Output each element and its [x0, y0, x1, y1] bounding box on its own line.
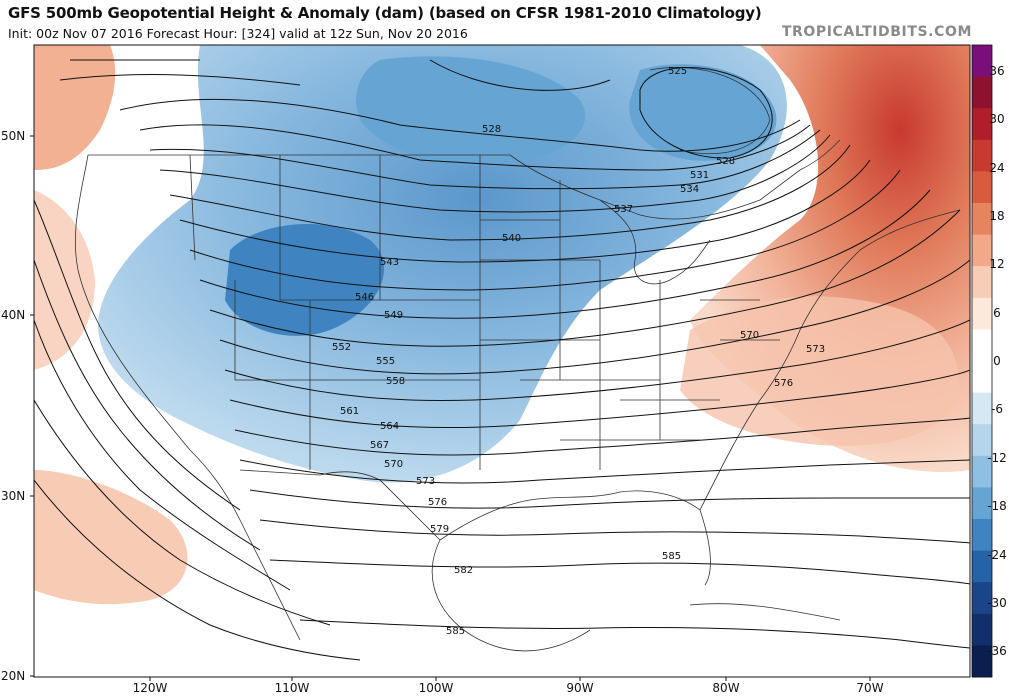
colorbar-segment: [972, 392, 992, 425]
us-canada-border: [88, 139, 841, 220]
cuba: [689, 603, 841, 621]
contour-label: 531: [690, 170, 709, 181]
colorbar-label: -30: [987, 596, 1007, 610]
colorbar-segment: [972, 645, 992, 678]
longitude-label: 70W: [856, 681, 883, 695]
colorbar-segment: [972, 582, 992, 615]
colorbar-segment: [972, 519, 992, 552]
negative-anomaly-core-hudson: [629, 64, 777, 161]
contour-label: 534: [680, 184, 699, 195]
latitude-label: 30N: [1, 489, 25, 503]
colorbar-segment: [972, 108, 992, 141]
colorbar-label: 18: [989, 209, 1004, 223]
colorbar-label: 12: [989, 257, 1004, 271]
contour-label: 585: [662, 551, 681, 562]
positive-anomaly-atlantic: [680, 296, 960, 446]
longitude-label: 100W: [419, 681, 454, 695]
colorbar-label: 30: [989, 112, 1004, 126]
colorbar-label: 24: [989, 161, 1004, 175]
anomaly-colorbar: [971, 44, 993, 678]
contour-label: 567: [370, 440, 389, 451]
contour-label: 579: [430, 524, 449, 535]
latitude-label: 20N: [1, 669, 25, 683]
hudson-bay: [649, 67, 771, 155]
latitude-label: 40N: [1, 308, 25, 322]
us-west-coast: [74, 154, 241, 521]
map-title: GFS 500mb Geopotential Height & Anomaly …: [8, 4, 762, 22]
colorbar-segment: [972, 139, 992, 172]
colorbar-label: -12: [987, 451, 1007, 465]
map-frame: [33, 44, 971, 678]
negative-anomaly-core-west: [225, 223, 385, 336]
longitude-label: 90W: [566, 681, 593, 695]
colorbar-segment: [972, 455, 992, 488]
brand-watermark: TROPICALTIDBITS.COM: [781, 24, 972, 40]
height-contours: [34, 59, 970, 661]
colorbar-segment: [972, 266, 992, 299]
mexico-outline: [239, 519, 591, 652]
contour-label: 528: [716, 156, 735, 167]
colorbar-segment: [972, 550, 992, 583]
contour-label: 543: [380, 257, 399, 268]
colorbar-segment: [972, 487, 992, 520]
colorbar-label: -24: [987, 548, 1007, 562]
negative-anomaly-main: [98, 45, 787, 483]
colorbar-segment: [972, 203, 992, 236]
positive-anomaly-pacific-w: [34, 190, 95, 370]
contour-label: 537: [614, 204, 633, 215]
longitude-label: 80W: [712, 681, 739, 695]
colorbar-frame: [971, 44, 993, 678]
contour-label: 555: [376, 356, 395, 367]
latitude-label: 50N: [1, 129, 25, 143]
contour-label: 582: [454, 565, 473, 576]
colorbar-segment: [972, 361, 992, 394]
contour-label: 528: [482, 124, 501, 135]
colorbar-segment: [972, 297, 992, 330]
boundaries: [74, 67, 961, 652]
contour-labels: 525 528 528 531 534 537 540 543 546 549 …: [332, 66, 825, 637]
contour-label: 573: [806, 344, 825, 355]
colorbar-labels: 36 30 24 18 12 6 0 -6 -12 -18 -24 -30 -3…: [987, 64, 1007, 658]
longitude-label: 110W: [275, 681, 310, 695]
colorbar-segment: [972, 329, 992, 362]
colorbar-label: -6: [991, 402, 1003, 416]
contour-label: 570: [740, 330, 759, 341]
colorbar-segment: [972, 45, 992, 78]
state-lines-west: [189, 154, 480, 470]
colorbar-label: 6: [993, 306, 1001, 320]
contour-label: 585: [446, 626, 465, 637]
longitude-axis: 120W 110W 100W 90W 80W 70W: [133, 677, 884, 695]
contour-label: 549: [384, 310, 403, 321]
colorbar-segment: [972, 424, 992, 457]
colorbar-label: -36: [987, 644, 1007, 658]
east-coast: [699, 209, 961, 511]
great-lakes: [599, 199, 711, 285]
colorbar-label: 0: [993, 354, 1001, 368]
contour-label: 558: [386, 376, 405, 387]
contour-label: 561: [340, 406, 359, 417]
colorbar-segment: [972, 234, 992, 267]
contour-label: 576: [774, 378, 793, 389]
colorbar-segment: [972, 171, 992, 204]
state-lines-east: [620, 280, 780, 440]
colorbar-segment: [972, 76, 992, 109]
contour-label: 576: [428, 497, 447, 508]
contour-label: 570: [384, 459, 403, 470]
contour-label: 525: [668, 66, 687, 77]
positive-anomaly-pacific-sw: [34, 470, 188, 605]
gulf-coast: [439, 490, 711, 586]
contour-label: 573: [416, 476, 435, 487]
longitude-label: 120W: [133, 681, 168, 695]
latitude-axis: 50N 40N 30N 20N: [1, 129, 34, 683]
map-subtitle: Init: 00z Nov 07 2016 Forecast Hour: [32…: [8, 26, 468, 41]
anomaly-shading: [34, 45, 970, 677]
contour-label: 552: [332, 342, 351, 353]
contour-label: 564: [380, 421, 399, 432]
contour-label: 546: [355, 292, 374, 303]
colorbar-label: 36: [989, 64, 1004, 78]
colorbar-segment: [972, 613, 992, 646]
contour-label: 540: [502, 233, 521, 244]
colorbar-label: -18: [987, 499, 1007, 513]
